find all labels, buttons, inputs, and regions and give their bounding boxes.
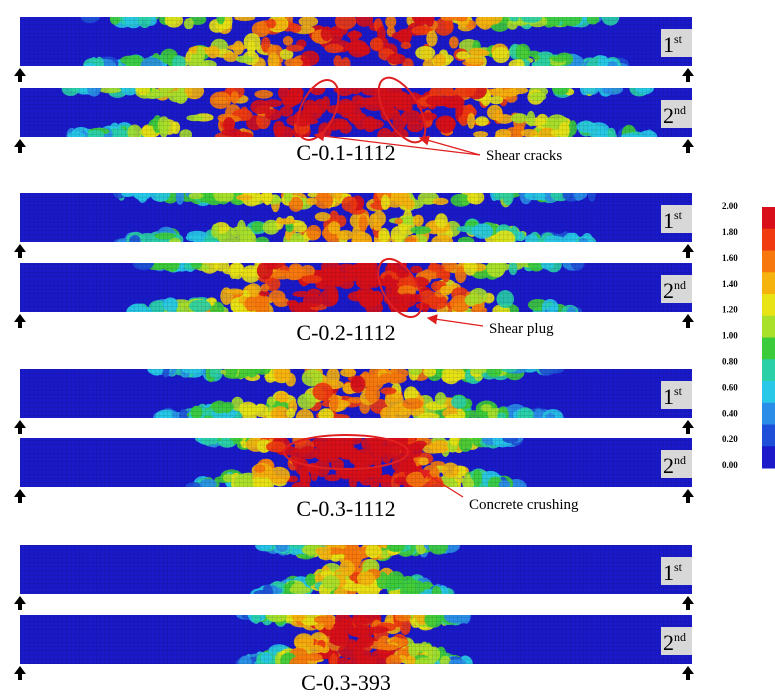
support-arrow <box>682 489 694 503</box>
colorbar-band <box>762 359 775 382</box>
colorbar-band <box>762 446 775 469</box>
colorbar-tick: 0.60 <box>722 382 738 392</box>
annotation: Concrete crushing <box>469 497 579 513</box>
colorbar-band <box>762 424 775 447</box>
colorbar-band <box>762 228 775 251</box>
beam-label: 1st <box>663 560 683 585</box>
beam-label: 2nd <box>663 453 686 478</box>
beam-label: 2nd <box>663 103 686 128</box>
mesh <box>20 17 692 66</box>
label-box <box>661 381 692 409</box>
annotation: Shear cracks <box>486 148 562 164</box>
mesh <box>20 369 692 418</box>
suffix: st <box>674 32 683 46</box>
ordinal: 2 <box>663 453 674 478</box>
colorbar-tick: 2.00 <box>722 201 738 211</box>
support-arrow <box>682 68 694 82</box>
label-box <box>661 627 692 655</box>
colorbar-tick: 1.80 <box>722 227 738 237</box>
support-arrow <box>14 596 26 610</box>
colorbar-band <box>762 250 775 273</box>
mesh <box>20 263 692 312</box>
ordinal: 2 <box>663 630 674 655</box>
colorbar-band <box>762 272 775 295</box>
colorbar-band <box>762 315 775 338</box>
mesh <box>20 615 692 664</box>
suffix: nd <box>674 630 686 644</box>
annotation: Shear plug <box>489 321 554 337</box>
ordinal: 1 <box>663 384 674 409</box>
mesh <box>20 88 692 137</box>
mesh <box>20 193 692 242</box>
mesh <box>20 438 692 487</box>
support-arrow <box>682 666 694 680</box>
support-arrow <box>14 420 26 434</box>
beam-contour: 2nd <box>14 88 694 153</box>
colorbar-tick: 1.40 <box>722 279 738 289</box>
colorbar-band <box>762 294 775 317</box>
suffix: nd <box>674 103 686 117</box>
mesh <box>20 545 692 594</box>
colorbar-band <box>762 337 775 360</box>
colorbar-tick: 0.20 <box>722 434 738 444</box>
beam-contour: 1st <box>14 193 694 258</box>
beam-label: 1st <box>663 32 683 57</box>
support-arrow <box>682 420 694 434</box>
suffix: nd <box>674 453 686 467</box>
colorbar-tick: 1.00 <box>722 331 738 341</box>
ordinal: 2 <box>663 103 674 128</box>
beam-label: 1st <box>663 208 683 233</box>
label-box <box>661 205 692 233</box>
support-arrow <box>14 489 26 503</box>
annotation-shapes <box>283 76 484 498</box>
beam-contour: 2nd <box>14 615 694 680</box>
panel-label: C-0.3-1112 <box>296 496 395 521</box>
label-box <box>661 557 692 585</box>
support-arrow <box>682 596 694 610</box>
label-box <box>661 29 692 57</box>
colorbar-band <box>762 402 775 425</box>
label-box <box>661 100 692 128</box>
colorbar-tick: 1.20 <box>722 305 738 315</box>
colorbar-tick: 0.00 <box>722 460 738 470</box>
beam-contour: 1st <box>14 545 694 610</box>
beam-label: 2nd <box>663 630 686 655</box>
beam-contour: 1st <box>14 17 694 82</box>
colorbar-tick: 1.60 <box>722 253 738 263</box>
panel-label: C-0.1-1112 <box>296 140 395 165</box>
beam-contour: 2nd <box>14 438 694 503</box>
suffix: st <box>674 384 683 398</box>
support-arrow <box>14 68 26 82</box>
ordinal: 1 <box>663 32 674 57</box>
beam-label: 2nd <box>663 278 686 303</box>
colorbar-tick: 0.40 <box>722 408 738 418</box>
label-box <box>661 450 692 478</box>
suffix: nd <box>674 278 686 292</box>
panel-label: C-0.3-393 <box>301 670 391 695</box>
ordinal: 2 <box>663 278 674 303</box>
colorbar-band <box>762 207 775 230</box>
support-arrow <box>14 666 26 680</box>
support-arrow <box>682 314 694 328</box>
support-arrow <box>682 139 694 153</box>
panel-label: C-0.2-1112 <box>296 320 395 345</box>
colorbar-band <box>762 381 775 404</box>
beam-contour: 2nd <box>14 263 694 328</box>
beam-contour: 1st <box>14 369 694 434</box>
beam-label: 1st <box>663 384 683 409</box>
ordinal: 1 <box>663 208 674 233</box>
suffix: st <box>674 208 683 222</box>
support-arrow <box>14 139 26 153</box>
ordinal: 1 <box>663 560 674 585</box>
support-arrow <box>682 244 694 258</box>
support-arrow <box>14 314 26 328</box>
suffix: st <box>674 560 683 574</box>
support-arrow <box>14 244 26 258</box>
colorbar-tick: 0.80 <box>722 356 738 366</box>
label-box <box>661 275 692 303</box>
